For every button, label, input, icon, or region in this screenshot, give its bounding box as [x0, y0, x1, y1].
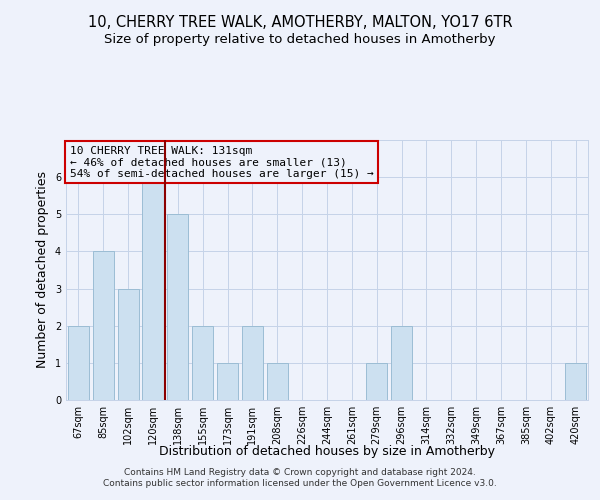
Bar: [366, 363, 387, 400]
Bar: [242, 326, 263, 400]
Bar: [391, 326, 412, 400]
Bar: [118, 288, 139, 400]
Text: 10 CHERRY TREE WALK: 131sqm
← 46% of detached houses are smaller (13)
54% of sem: 10 CHERRY TREE WALK: 131sqm ← 46% of det…: [70, 146, 373, 179]
Text: Size of property relative to detached houses in Amotherby: Size of property relative to detached ho…: [104, 32, 496, 46]
Bar: [68, 326, 89, 400]
Bar: [93, 252, 114, 400]
Bar: [267, 363, 288, 400]
Bar: [192, 326, 213, 400]
Bar: [167, 214, 188, 400]
Text: 10, CHERRY TREE WALK, AMOTHERBY, MALTON, YO17 6TR: 10, CHERRY TREE WALK, AMOTHERBY, MALTON,…: [88, 15, 512, 30]
Text: Distribution of detached houses by size in Amotherby: Distribution of detached houses by size …: [159, 444, 495, 458]
Bar: [565, 363, 586, 400]
Bar: [217, 363, 238, 400]
Y-axis label: Number of detached properties: Number of detached properties: [37, 172, 49, 368]
Text: Contains HM Land Registry data © Crown copyright and database right 2024.
Contai: Contains HM Land Registry data © Crown c…: [103, 468, 497, 487]
Bar: [142, 177, 164, 400]
